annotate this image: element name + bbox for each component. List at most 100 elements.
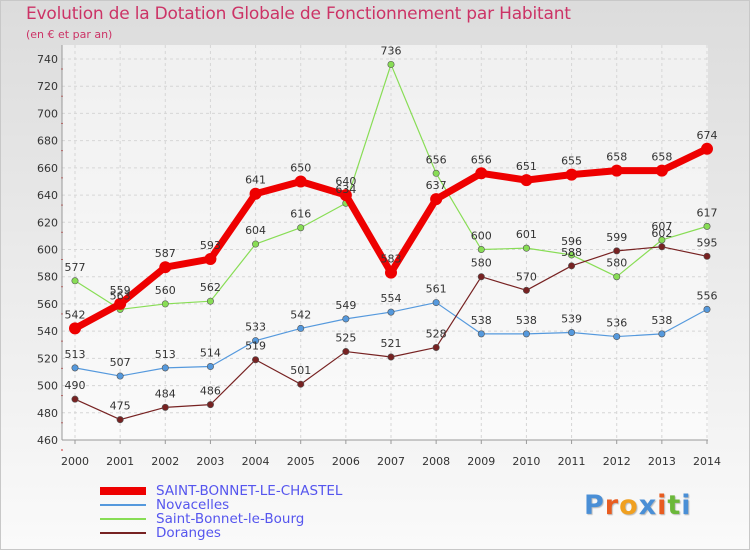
data-point-novacelles — [161, 364, 169, 372]
legend-label: SAINT-BONNET-LE-CHASTEL — [156, 483, 343, 499]
legend-swatch — [100, 504, 146, 506]
data-label-doranges: 501 — [290, 364, 311, 377]
legend-label: Saint-Bonnet-le-Bourg — [156, 511, 305, 527]
data-label-doranges: 588 — [561, 246, 582, 259]
x-tick-label: 2006 — [332, 455, 360, 468]
data-label-saint-bonnet-le-chastel: 650 — [290, 161, 311, 174]
data-label-saint-bonnet-le-bourg: 607 — [651, 220, 672, 233]
data-label-saint-bonnet-le-bourg: 560 — [155, 284, 176, 297]
data-label-saint-bonnet-le-bourg: 656 — [426, 153, 447, 166]
data-label-novacelles: 556 — [697, 289, 718, 302]
logo-letter: o — [619, 490, 639, 521]
data-point-saint-bonnet-le-bourg — [658, 236, 666, 244]
data-label-saint-bonnet-le-chastel: 542 — [65, 308, 86, 321]
y-tick-label: 600 — [37, 244, 58, 257]
data-point-doranges — [477, 273, 485, 281]
data-label-novacelles: 538 — [471, 314, 492, 327]
data-point-novacelles — [297, 324, 305, 332]
data-point-saint-bonnet-le-bourg — [206, 297, 214, 305]
x-tick-label: 2003 — [196, 455, 224, 468]
y-tick-label: 540 — [37, 325, 58, 338]
data-label-novacelles: 554 — [381, 292, 402, 305]
data-label-doranges: 528 — [426, 327, 447, 340]
data-label-saint-bonnet-le-bourg: 562 — [200, 281, 221, 294]
data-label-doranges: 519 — [245, 340, 266, 353]
data-label-doranges: 484 — [155, 387, 176, 400]
legend-item: SAINT-BONNET-LE-CHASTEL — [100, 484, 342, 498]
legend: SAINT-BONNET-LE-CHASTEL Novacelles Saint-B… — [100, 484, 342, 540]
x-tick-label: 2009 — [467, 455, 495, 468]
data-point-saint-bonnet-le-chastel — [475, 167, 488, 180]
data-point-saint-bonnet-le-chastel — [520, 174, 533, 187]
data-point-saint-bonnet-le-chastel — [69, 322, 81, 335]
logo-letter: i — [657, 490, 668, 521]
line-chart: 460 480 500 520 540 560 580 600 620 640 660 680 700 7… — [37, 44, 721, 468]
y-tick-label: 500 — [37, 380, 58, 393]
data-label-doranges: 486 — [200, 385, 221, 398]
data-point-saint-bonnet-le-chastel — [159, 261, 172, 274]
x-tick-label: 2008 — [422, 455, 450, 468]
plot-area — [62, 45, 708, 440]
data-point-saint-bonnet-le-bourg — [71, 277, 79, 285]
data-point-saint-bonnet-le-chastel — [701, 142, 713, 155]
data-point-saint-bonnet-le-chastel — [114, 297, 127, 310]
legend-item: Doranges — [100, 526, 342, 540]
logo-letter: r — [604, 490, 620, 521]
data-label-saint-bonnet-le-chastel: 658 — [651, 151, 672, 164]
x-tick-label: 2007 — [377, 455, 405, 468]
data-point-novacelles — [342, 315, 350, 323]
legend-swatch — [100, 487, 146, 495]
legend-swatch — [100, 518, 146, 520]
logo-letter: P — [584, 490, 605, 521]
legend-item: Novacelles — [100, 498, 342, 512]
data-label-doranges: 475 — [110, 400, 131, 413]
data-point-novacelles — [387, 308, 395, 316]
data-point-saint-bonnet-le-chastel — [655, 164, 668, 177]
data-label-saint-bonnet-le-chastel: 559 — [110, 284, 131, 297]
data-point-doranges — [161, 403, 169, 411]
data-point-novacelles — [703, 305, 711, 313]
data-point-saint-bonnet-le-bourg — [161, 300, 169, 308]
data-point-doranges — [613, 247, 621, 255]
data-label-doranges: 602 — [651, 227, 672, 240]
data-label-novacelles: 542 — [290, 308, 311, 321]
data-point-saint-bonnet-le-bourg — [522, 244, 530, 252]
data-label-saint-bonnet-le-chastel: 583 — [381, 253, 402, 266]
data-label-saint-bonnet-le-bourg: 563 — [110, 289, 131, 302]
data-point-saint-bonnet-le-chastel — [610, 164, 623, 177]
legend-label: Doranges — [156, 525, 221, 541]
data-label-saint-bonnet-le-bourg: 616 — [290, 208, 311, 221]
data-point-saint-bonnet-le-chastel — [204, 253, 217, 266]
y-tick-label: 700 — [37, 107, 58, 120]
chart-title: Evolution de la Dotation Globale de Fonc… — [26, 4, 571, 24]
y-tick-label: 660 — [37, 162, 58, 175]
data-point-novacelles — [522, 330, 530, 338]
x-tick-label: 2013 — [648, 455, 676, 468]
data-point-doranges — [71, 395, 79, 403]
data-label-saint-bonnet-le-bourg: 617 — [697, 206, 718, 219]
data-label-novacelles: 561 — [426, 283, 447, 296]
data-label-novacelles: 513 — [65, 348, 86, 361]
data-point-doranges — [297, 380, 305, 388]
data-point-novacelles — [206, 363, 214, 371]
data-label-novacelles: 513 — [155, 348, 176, 361]
data-label-saint-bonnet-le-bourg: 580 — [606, 257, 627, 270]
logo-letter: i — [681, 490, 692, 521]
data-label-doranges: 599 — [606, 231, 627, 244]
x-tick-label: 2001 — [106, 455, 134, 468]
data-label-saint-bonnet-le-chastel: 593 — [200, 239, 221, 252]
data-label-saint-bonnet-le-chastel: 640 — [335, 175, 356, 188]
data-point-saint-bonnet-le-chastel — [294, 175, 307, 188]
data-point-saint-bonnet-le-bourg — [568, 251, 576, 259]
data-label-saint-bonnet-le-bourg: 600 — [471, 230, 492, 243]
proxiti-logo: Proxiti — [584, 490, 692, 521]
y-tick-label: 480 — [37, 407, 58, 420]
data-point-novacelles — [613, 333, 621, 341]
data-label-novacelles: 539 — [561, 313, 582, 326]
data-point-saint-bonnet-le-bourg — [252, 240, 260, 248]
y-tick-label: 560 — [37, 298, 58, 311]
data-point-doranges — [206, 401, 214, 409]
y-tick-label: 720 — [37, 80, 58, 93]
data-point-saint-bonnet-le-chastel — [430, 193, 443, 206]
data-label-saint-bonnet-le-chastel: 637 — [426, 179, 447, 192]
